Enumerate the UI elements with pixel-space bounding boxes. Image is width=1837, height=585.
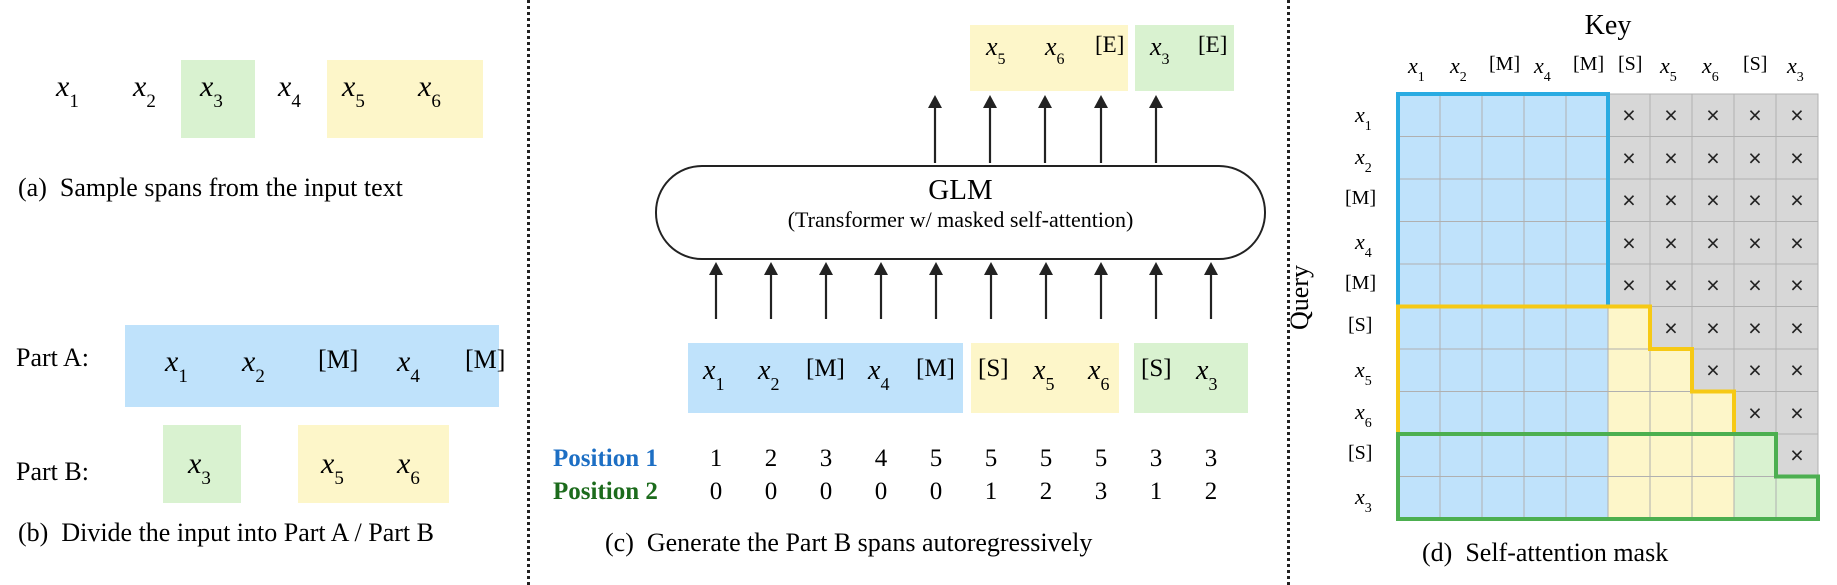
svg-text:×: × — [1706, 145, 1719, 171]
svg-text:×: × — [1790, 400, 1803, 426]
svg-text:×: × — [1664, 187, 1677, 213]
svg-text:×: × — [1748, 357, 1761, 383]
svg-text:×: × — [1748, 315, 1761, 341]
svg-text:×: × — [1706, 357, 1719, 383]
svg-text:×: × — [1622, 230, 1635, 256]
svg-text:×: × — [1790, 442, 1803, 468]
svg-text:×: × — [1706, 272, 1719, 298]
svg-text:×: × — [1748, 400, 1761, 426]
svg-text:×: × — [1622, 145, 1635, 171]
svg-text:×: × — [1706, 230, 1719, 256]
svg-text:×: × — [1790, 102, 1803, 128]
svg-text:×: × — [1664, 145, 1677, 171]
svg-text:×: × — [1706, 187, 1719, 213]
svg-text:×: × — [1790, 357, 1803, 383]
svg-text:×: × — [1748, 187, 1761, 213]
svg-text:×: × — [1790, 315, 1803, 341]
svg-text:×: × — [1622, 102, 1635, 128]
svg-text:×: × — [1664, 230, 1677, 256]
svg-text:×: × — [1748, 272, 1761, 298]
svg-text:×: × — [1748, 145, 1761, 171]
svg-text:×: × — [1706, 315, 1719, 341]
svg-text:×: × — [1706, 102, 1719, 128]
svg-text:×: × — [1790, 230, 1803, 256]
svg-text:×: × — [1664, 315, 1677, 341]
svg-text:×: × — [1790, 272, 1803, 298]
svg-text:×: × — [1622, 187, 1635, 213]
svg-text:×: × — [1790, 145, 1803, 171]
svg-text:×: × — [1622, 272, 1635, 298]
svg-text:×: × — [1748, 102, 1761, 128]
svg-text:×: × — [1790, 187, 1803, 213]
svg-text:×: × — [1664, 102, 1677, 128]
svg-text:×: × — [1664, 272, 1677, 298]
svg-text:×: × — [1748, 230, 1761, 256]
